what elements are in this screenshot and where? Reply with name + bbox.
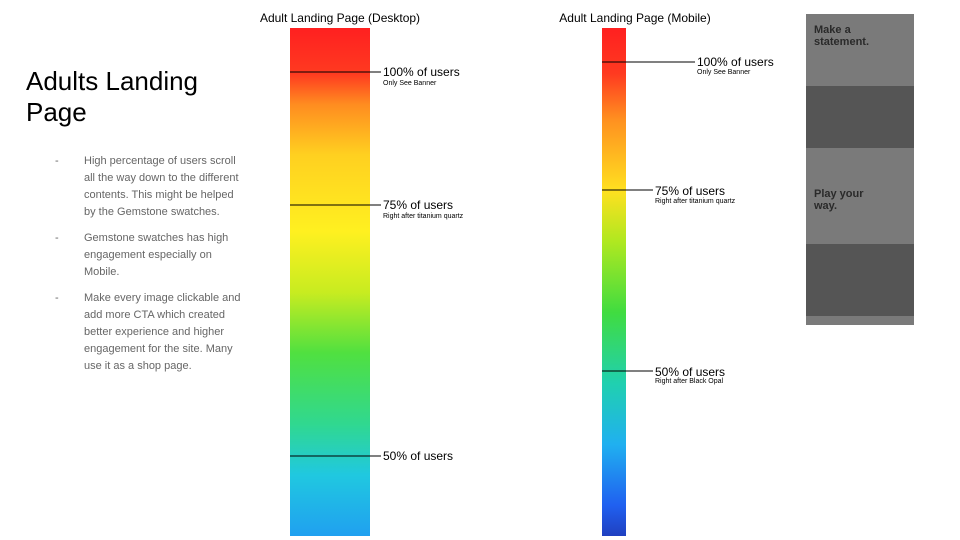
preview-headline: Play your way.: [814, 188, 864, 212]
slide-title: Adults Landing Page: [26, 66, 199, 127]
bullet-marker: -: [55, 292, 59, 304]
annotation-label: 75% of users: [383, 198, 454, 212]
annotation-note: Right after titanium quartz: [655, 198, 736, 205]
annotation-note: Only See Banner: [697, 69, 751, 76]
annotation-label: 100% of users: [383, 65, 460, 79]
preview-image: [806, 244, 914, 316]
panel-title: Adult Landing Page (Mobile): [559, 11, 711, 25]
bullet: Make every image clickable and add more …: [84, 292, 241, 372]
bullet-marker: -: [55, 155, 59, 167]
bullet: Gemstone swatches has high engagement es…: [84, 232, 229, 278]
mobile-preview: Make a statement. Play your way.: [806, 14, 914, 325]
bullet: High percentage of users scroll all the …: [84, 155, 239, 218]
bullet-marker: -: [55, 232, 59, 244]
annotation-note: Right after titanium quartz: [383, 213, 464, 220]
panel-title: Adult Landing Page (Desktop): [259, 11, 421, 25]
preview-headline: Make a statement.: [814, 24, 870, 48]
desktop-heatmap: [290, 28, 370, 536]
annotation-label: 100% of users: [697, 55, 774, 69]
preview-image: [806, 86, 914, 148]
annotation-label: 50% of users: [655, 365, 726, 379]
annotation-note: Right after Black Opal: [655, 378, 724, 385]
annotation-label: 50% of users: [383, 449, 454, 463]
annotation-note: Only See Banner: [383, 80, 437, 87]
mobile-heatmap: [602, 28, 626, 536]
annotation-label: 75% of users: [655, 184, 726, 198]
